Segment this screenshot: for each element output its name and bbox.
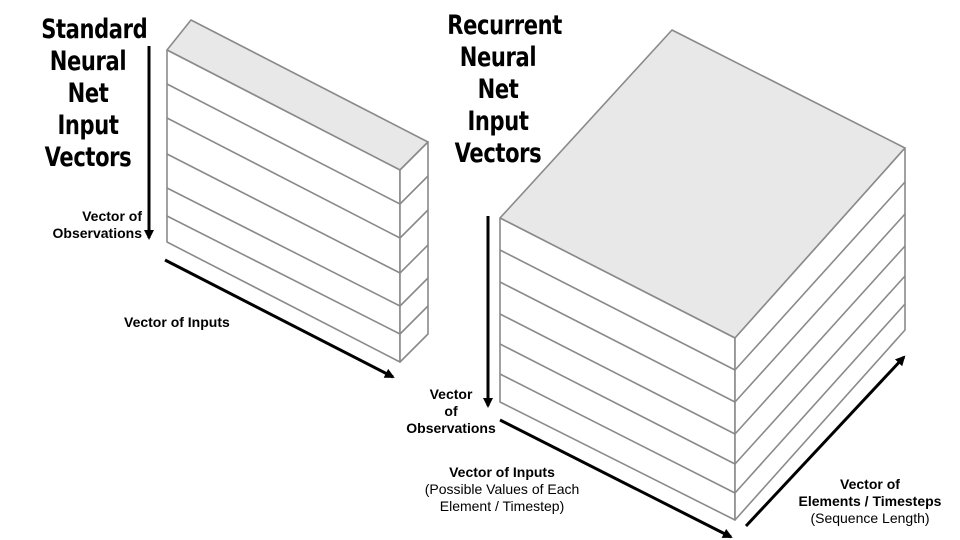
standard-title-line: Input: [57, 110, 119, 141]
label-line: Vector of: [82, 208, 142, 224]
label-line: Observations: [406, 420, 496, 436]
recurrent-inputs-label: Vector of Inputs (Possible Values of Eac…: [412, 464, 592, 515]
label-line: Observations: [52, 225, 142, 241]
label-subline: Element / Timestep): [439, 498, 565, 514]
recurrent-title-line: Neural: [459, 42, 537, 73]
recurrent-title-line: Recurrent: [447, 10, 562, 41]
standard-title: Standard Neural Net Input Vectors: [41, 14, 148, 174]
recurrent-title-line: Input: [467, 106, 529, 137]
recurrent-elements-arrow: [744, 355, 906, 528]
recurrent-title-line: Vectors: [454, 138, 542, 169]
standard-title-line: Vectors: [44, 142, 132, 173]
standard-slab-rows: [166, 83, 429, 335]
recurrent-title: Recurrent Neural Net Input Vectors: [447, 10, 562, 170]
label-line: Vector of: [840, 476, 900, 492]
recurrent-elements-label: Vector of Elements / Timesteps (Sequence…: [790, 476, 950, 527]
label-line: Elements / Timesteps: [798, 493, 942, 509]
standard-title-line: Standard: [41, 14, 148, 45]
recurrent-input-cube: [499, 29, 906, 521]
standard-inputs-label: Vector of Inputs: [124, 314, 230, 330]
standard-title-line: Neural: [49, 46, 127, 77]
standard-inputs-arrow: [164, 258, 395, 379]
label-subline: (Sequence Length): [810, 510, 930, 526]
label-line: Vector of Inputs: [449, 464, 555, 480]
recurrent-title-line: Net: [477, 74, 519, 105]
standard-title-line: Net: [67, 78, 109, 109]
recurrent-cube-rows: [499, 181, 906, 494]
recurrent-inputs-arrow: [499, 418, 733, 539]
standard-input-slab: [166, 19, 429, 363]
recurrent-observations-label: Vector of Observations: [396, 386, 506, 437]
standard-observations-label: Vector of Observations: [36, 208, 142, 242]
recurrent-cube-side: [734, 147, 906, 521]
label-subline: (Possible Values of Each: [424, 481, 580, 497]
label-line: of: [444, 403, 458, 419]
label-line: Vector: [429, 386, 473, 402]
